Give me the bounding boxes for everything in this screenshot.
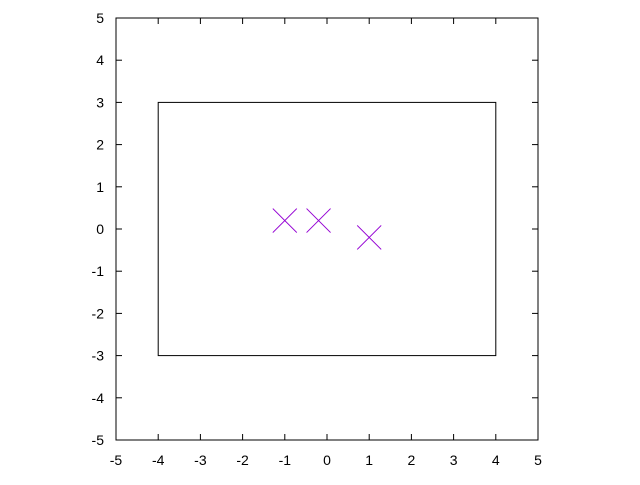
- x-tick-label: 1: [365, 452, 373, 468]
- data-point-x-marker: [356, 225, 382, 250]
- y-tick-label: 3: [96, 94, 104, 110]
- x-tick-label: 5: [534, 452, 542, 468]
- x-tick-label: 3: [450, 452, 458, 468]
- y-tick-label: -3: [92, 348, 105, 364]
- y-tick-label: -5: [92, 432, 105, 448]
- y-tick-label: 5: [96, 10, 104, 26]
- tick-label-layer: -5 -4 -3 -2 -1 0 1 2 3 4 5 -5 -4 -3 -2 -1 0 1 2 3 4 5: [92, 10, 543, 468]
- tick-layer: [115, 17, 539, 441]
- y-tick-label: 4: [96, 52, 104, 68]
- y-tick-label: 1: [96, 179, 104, 195]
- x-tick-label: -1: [279, 452, 292, 468]
- y-tick-label: -2: [92, 305, 105, 321]
- range-rectangle-layer: [157, 101, 497, 357]
- marker-stroke: [356, 225, 382, 250]
- x-tick-label: 2: [408, 452, 416, 468]
- y-tick-label: 0: [96, 221, 104, 237]
- x-tick-label: 0: [323, 452, 331, 468]
- y-tick-label: -4: [92, 390, 105, 406]
- x-tick-label: -3: [194, 452, 207, 468]
- x-tick-label: -4: [152, 452, 165, 468]
- data-point-x-marker: [272, 208, 298, 233]
- data-point-x-marker: [306, 208, 331, 233]
- y-tick-label: -1: [92, 263, 105, 279]
- y-tick-label: 2: [96, 137, 104, 153]
- range-rectangle: [157, 101, 497, 357]
- marker-stroke: [272, 208, 298, 233]
- x-tick-label: -5: [110, 452, 123, 468]
- x-tick-label: -2: [236, 452, 249, 468]
- x-tick-label: 4: [492, 452, 500, 468]
- marker-stroke: [306, 208, 331, 233]
- data-point-layer: [272, 208, 382, 250]
